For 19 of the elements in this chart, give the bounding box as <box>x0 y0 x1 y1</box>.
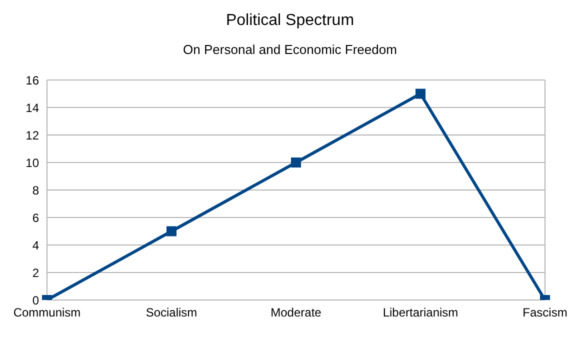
x-tick-label: Fascism <box>522 306 568 320</box>
point <box>416 88 426 99</box>
x-tick-label: Communism <box>13 306 81 320</box>
y-tick-label: 16 <box>26 73 40 88</box>
x-tick-label: Moderate <box>270 306 322 320</box>
chart-title: Political Spectrum <box>224 12 356 30</box>
x-tick-label: Libertarianism <box>382 306 458 320</box>
y-tick-label: 2 <box>32 266 40 280</box>
y-tick-label: 4 <box>32 238 40 252</box>
chart-subtitle: On Personal and Economic Freedom <box>182 42 398 57</box>
y-tick-label: 6 <box>32 210 40 225</box>
y-tick-label: 12 <box>26 128 40 142</box>
y-tick-label: 8 <box>32 183 40 198</box>
y-tick-label: 14 <box>26 100 40 115</box>
y-tick-label: 10 <box>26 156 40 170</box>
x-tick-label: Socialism <box>146 306 198 320</box>
y-tick-label: 0 <box>32 293 40 308</box>
point <box>291 158 301 168</box>
point <box>166 226 176 236</box>
